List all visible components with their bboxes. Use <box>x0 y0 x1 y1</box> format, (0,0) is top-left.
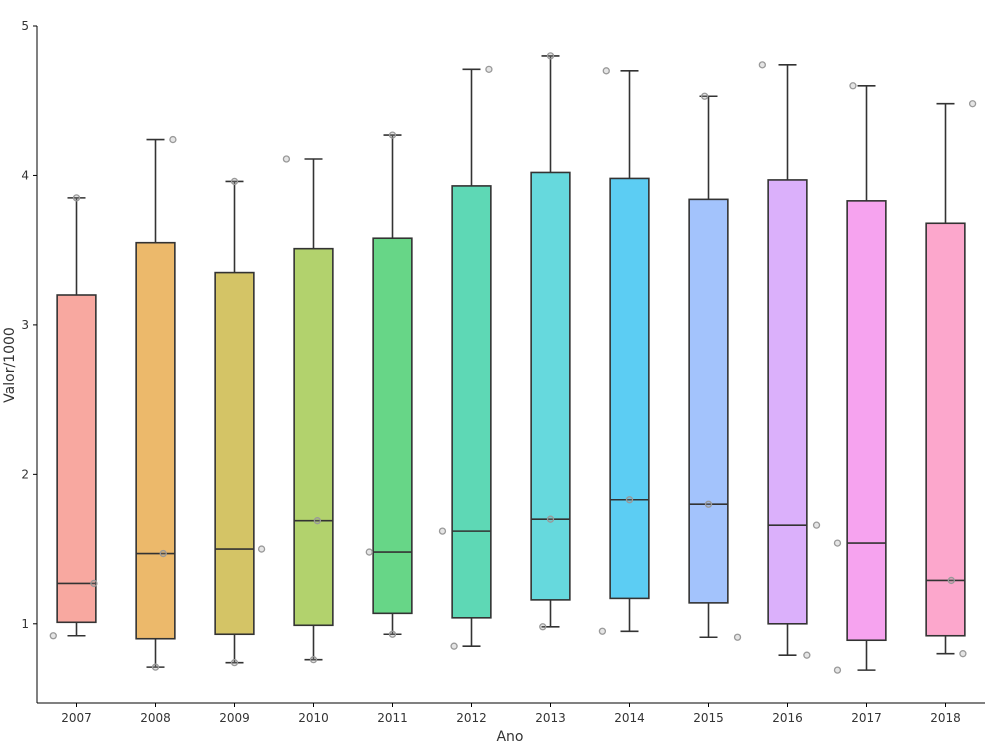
box-iqr <box>451 185 492 619</box>
data-point <box>159 549 167 558</box>
box-2009 <box>214 180 255 664</box>
data-point <box>313 517 322 525</box>
data-point <box>546 515 555 523</box>
data-point <box>365 548 373 556</box>
box-iqr <box>846 200 887 642</box>
data-point <box>230 658 239 667</box>
box-2017 <box>846 84 887 671</box>
data-point <box>438 527 447 535</box>
data-point <box>803 651 811 659</box>
box-iqr <box>372 237 413 615</box>
x-tick-label: 2009 <box>219 711 250 725</box>
box-iqr <box>56 294 97 624</box>
box-iqr <box>925 222 966 637</box>
box-2011 <box>372 134 413 636</box>
data-point <box>733 633 742 641</box>
y-axis-title: Valor/1000 <box>2 327 18 403</box>
data-point <box>833 666 842 674</box>
box-2013 <box>530 55 571 628</box>
y-tick-label: 5 <box>21 19 29 33</box>
chart-marks <box>49 52 977 674</box>
data-point <box>849 82 857 90</box>
data-point <box>833 539 842 547</box>
data-point <box>388 630 397 638</box>
box-2010 <box>293 158 334 661</box>
data-point <box>539 623 547 631</box>
data-point <box>625 496 634 504</box>
data-point <box>49 632 57 640</box>
data-point <box>700 92 709 100</box>
x-tick-label: 2017 <box>851 711 882 725</box>
box-iqr <box>214 271 255 636</box>
data-point <box>450 642 458 650</box>
box-iqr <box>530 171 571 601</box>
data-point <box>959 650 967 658</box>
data-point <box>230 177 239 186</box>
box-2008 <box>135 138 176 668</box>
x-tick-label: 2007 <box>61 711 92 725</box>
data-point <box>388 131 397 139</box>
x-tick-label: 2014 <box>614 711 645 725</box>
data-point <box>72 194 81 202</box>
x-tick-label: 2010 <box>298 711 329 725</box>
x-tick-label: 2015 <box>693 711 724 725</box>
box-2007 <box>56 197 97 637</box>
data-point <box>257 545 266 553</box>
x-tick-label: 2013 <box>535 711 566 725</box>
box-2018 <box>925 102 966 655</box>
y-tick-label: 3 <box>21 318 29 332</box>
y-tick-label: 1 <box>21 617 29 631</box>
y-tick-label: 2 <box>21 467 29 481</box>
x-axis-title: Ano <box>496 729 523 744</box>
box-2014 <box>609 70 650 633</box>
box-2015 <box>688 95 729 639</box>
axes: 1 2 3 4 5 2007 2008 2009 2010 2011 2012 2013 2014 201… <box>21 19 985 725</box>
y-tick-label: 4 <box>21 168 29 182</box>
data-point <box>485 65 493 73</box>
box-iqr <box>135 241 176 640</box>
box-iqr <box>767 179 808 625</box>
box-2016 <box>767 64 808 656</box>
data-point <box>704 500 713 508</box>
box-iqr <box>293 247 334 627</box>
data-point <box>169 135 177 144</box>
data-point <box>282 155 291 163</box>
box-iqr <box>609 177 650 600</box>
data-point <box>90 579 98 588</box>
x-tick-label: 2011 <box>377 711 408 725</box>
data-point <box>947 576 955 585</box>
x-tick-label: 2016 <box>772 711 803 725</box>
data-point <box>598 627 607 635</box>
box-2012 <box>451 68 492 648</box>
data-point <box>546 52 555 60</box>
box-iqr <box>688 198 729 604</box>
x-tick-label: 2008 <box>140 711 171 725</box>
data-point <box>151 663 160 671</box>
data-point <box>758 61 766 69</box>
data-point <box>812 521 821 529</box>
data-point <box>602 67 610 75</box>
data-point <box>968 100 977 108</box>
x-tick-label: 2018 <box>930 711 961 725</box>
data-point <box>309 656 318 664</box>
x-tick-label: 2012 <box>456 711 487 725</box>
